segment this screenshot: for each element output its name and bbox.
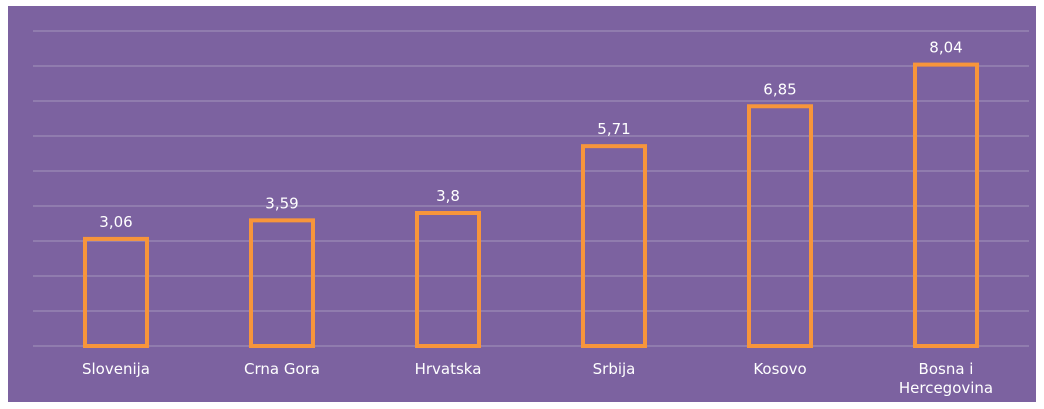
- data-label: 3,06: [99, 213, 132, 231]
- data-label: 3,8: [436, 187, 460, 205]
- x-tick-label: Crna Gora: [243, 360, 320, 378]
- x-tick-label: Slovenija: [81, 360, 150, 378]
- x-tick-label: Srbija: [592, 360, 636, 378]
- data-label: 8,04: [929, 39, 962, 57]
- x-tick-label: Bosna i Hercegovina: [898, 360, 994, 397]
- bar: [581, 144, 647, 348]
- plot-background: [8, 6, 1036, 402]
- x-tick-label: Kosovo: [753, 360, 807, 378]
- data-label: 5,71: [597, 120, 630, 138]
- data-label: 3,59: [265, 194, 298, 212]
- bar: [747, 104, 813, 348]
- x-tick-label: Hrvatska: [414, 360, 482, 378]
- bar: [83, 236, 149, 348]
- bar: [913, 62, 979, 348]
- bar: [415, 211, 481, 348]
- bar: [249, 218, 315, 349]
- data-label: 6,85: [763, 80, 796, 98]
